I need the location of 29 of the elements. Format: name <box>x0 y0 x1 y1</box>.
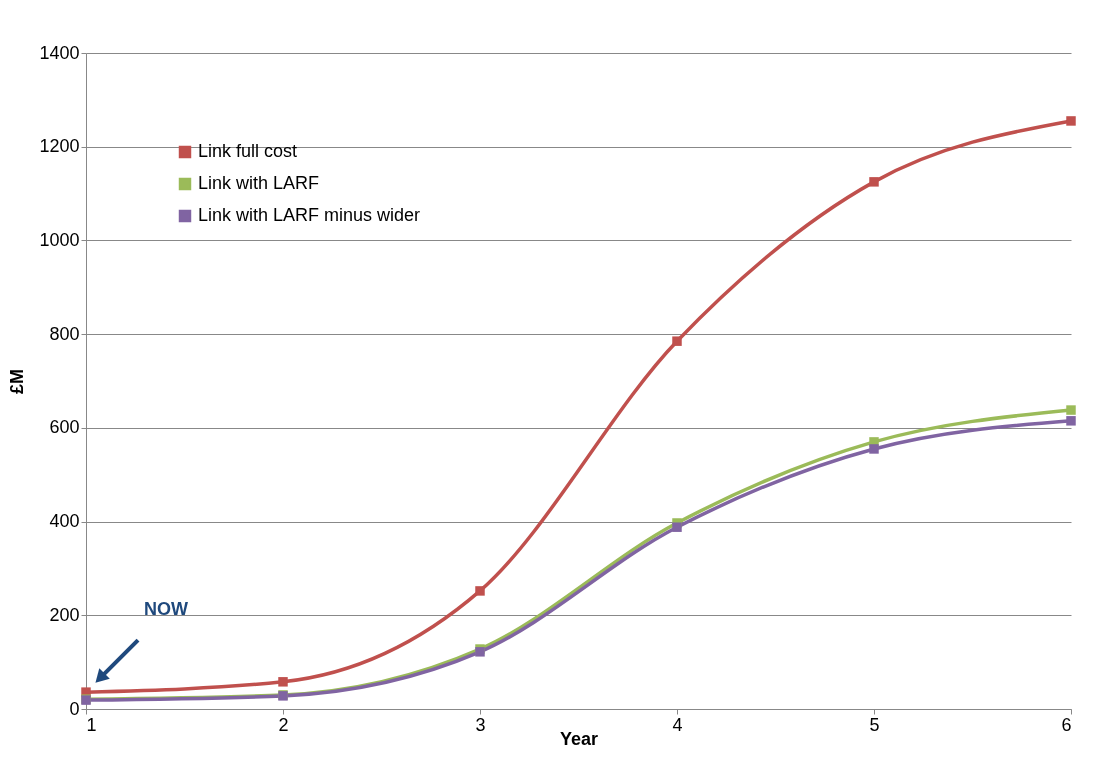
x-tick-label: 3 <box>475 714 486 735</box>
point <box>475 586 485 596</box>
y-tick-label: 1400 <box>39 42 80 63</box>
annotation: NOW <box>144 599 188 620</box>
x-tick-label: 2 <box>278 714 289 735</box>
point <box>1066 405 1076 415</box>
y-tick-label: 0 <box>69 698 80 719</box>
y-tick-label: 200 <box>49 604 80 625</box>
y-tick-label: 1000 <box>39 229 80 250</box>
y-tick-label: 800 <box>49 323 80 344</box>
y-tick-label: 1200 <box>39 136 80 157</box>
x-tick-label: 1 <box>86 714 97 735</box>
point <box>672 522 682 532</box>
x-axis-title: Year <box>559 728 599 749</box>
point <box>1066 416 1076 426</box>
y-tick-label: 600 <box>49 417 80 438</box>
x-tick-label: 5 <box>869 714 880 735</box>
x-tick-label: 4 <box>672 714 683 735</box>
x-tick-label: 6 <box>1061 714 1072 735</box>
point <box>278 677 288 687</box>
point <box>869 444 879 454</box>
point <box>869 177 879 187</box>
legend-label: Link with LARF minus wider <box>198 205 421 225</box>
legend-label: Link full cost <box>198 141 298 161</box>
y-axis-title: £M <box>7 368 28 395</box>
legend-label: Link with LARF <box>198 173 320 193</box>
y-tick-label: 400 <box>49 511 80 532</box>
point <box>672 336 682 346</box>
point <box>1066 116 1076 126</box>
